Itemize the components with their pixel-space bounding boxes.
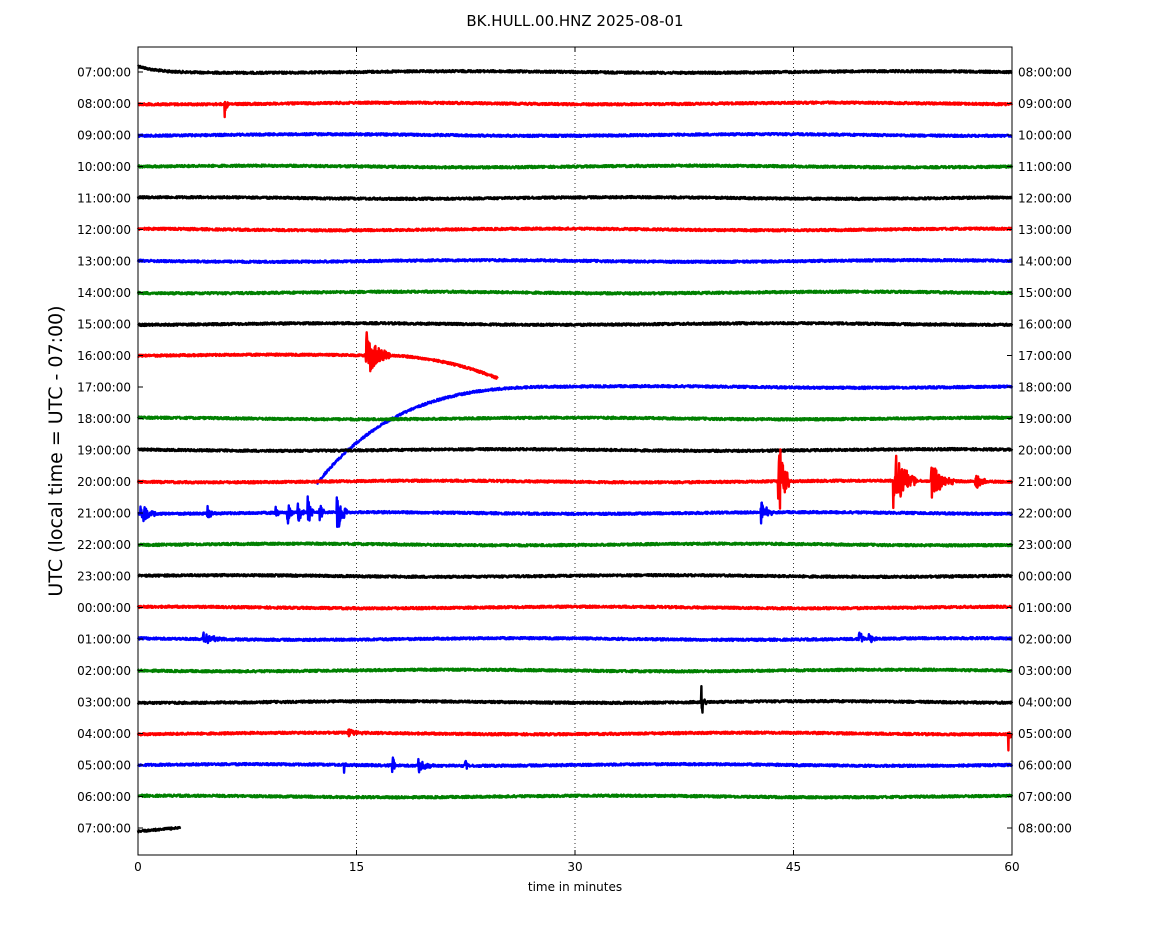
x-axis-label: time in minutes	[528, 880, 622, 894]
left-tick-label-3: 10:00:00	[77, 160, 131, 174]
right-tick-label-21: 05:00:00	[1018, 727, 1072, 741]
right-tick-label-24: 08:00:00	[1018, 822, 1072, 836]
trace-180000-11	[136, 415, 1014, 422]
right-tick-label-23: 07:00:00	[1018, 790, 1072, 804]
trace-090000-2	[137, 131, 1013, 139]
right-tick-label-16: 00:00:00	[1018, 570, 1072, 584]
y-axis-right: 08:00:00 09:00:00 10:00:00 11:00:00 12:00:00…	[1007, 66, 1072, 836]
right-tick-label-7: 15:00:00	[1018, 286, 1072, 300]
trace-080000-1	[137, 100, 1014, 119]
left-tick-label-10: 17:00:00	[77, 381, 131, 395]
trace-000000-17	[136, 604, 1013, 611]
left-tick-label-22: 05:00:00	[77, 759, 131, 773]
left-tick-label-12: 19:00:00	[77, 444, 131, 458]
right-tick-label-18: 02:00:00	[1018, 633, 1072, 647]
right-tick-label-1: 09:00:00	[1018, 97, 1072, 111]
chart-title: BK.HULL.00.HNZ 2025-08-01	[466, 12, 683, 30]
left-tick-label-8: 15:00:00	[77, 318, 131, 332]
left-tick-label-14: 21:00:00	[77, 507, 131, 521]
left-tick-label-16: 23:00:00	[77, 570, 131, 584]
trace-100000-3	[136, 163, 1014, 170]
left-tick-label-5: 12:00:00	[77, 223, 131, 237]
left-tick-label-19: 02:00:00	[77, 664, 131, 678]
left-tick-label-20: 03:00:00	[77, 696, 131, 710]
right-tick-label-3: 11:00:00	[1018, 160, 1072, 174]
left-tick-label-21: 04:00:00	[77, 727, 131, 741]
right-tick-label-13: 21:00:00	[1018, 475, 1072, 489]
left-tick-label-18: 01:00:00	[77, 633, 131, 647]
y-axis-left: 07:00:00 08:00:00 09:00:00 10:00:00 11:00:00…	[77, 66, 143, 836]
left-tick-label-15: 22:00:00	[77, 538, 131, 552]
trace-020000-19	[136, 667, 1013, 674]
right-tick-label-5: 13:00:00	[1018, 223, 1072, 237]
left-tick-label-17: 00:00:00	[77, 601, 131, 615]
trace-230000-16	[137, 572, 1014, 580]
right-tick-label-8: 16:00:00	[1018, 318, 1072, 332]
right-tick-label-0: 08:00:00	[1018, 66, 1072, 80]
left-tick-label-0: 07:00:00	[77, 66, 131, 80]
x-tick-label-60: 60	[1004, 860, 1019, 874]
trace-040000-21	[136, 728, 1014, 752]
left-tick-label-11: 18:00:00	[77, 412, 131, 426]
left-tick-label-13: 20:00:00	[77, 475, 131, 489]
seismic-traces	[136, 64, 1014, 834]
trace-120000-5	[136, 226, 1013, 233]
x-tick-label-30: 30	[567, 860, 582, 874]
left-tick-label-2: 09:00:00	[77, 129, 131, 143]
x-tick-label-0: 0	[134, 860, 142, 874]
right-tick-label-14: 22:00:00	[1018, 507, 1072, 521]
y-axis-label: UTC (local time = UTC - 07:00)	[45, 305, 67, 596]
trace-130000-6	[136, 257, 1013, 265]
trace-210000-14	[137, 495, 1014, 528]
x-axis: 0 15 30 45 60	[134, 47, 1020, 874]
left-tick-label-24: 07:00:00	[77, 822, 131, 836]
right-tick-label-10: 18:00:00	[1018, 381, 1072, 395]
trace-200000-13	[136, 448, 1014, 510]
trace-070000-24	[136, 825, 182, 834]
trace-070000-0	[137, 64, 1013, 76]
trace-140000-7	[136, 289, 1014, 296]
left-tick-label-9: 16:00:00	[77, 349, 131, 363]
right-tick-label-2: 10:00:00	[1018, 129, 1072, 143]
trace-170000-10	[316, 383, 1014, 485]
trace-010000-18	[136, 631, 1013, 645]
left-tick-label-4: 11:00:00	[77, 192, 131, 206]
trace-110000-4	[136, 194, 1013, 202]
left-tick-label-7: 14:00:00	[77, 286, 131, 300]
left-tick-label-23: 06:00:00	[77, 790, 131, 804]
x-tick-label-15: 15	[349, 860, 364, 874]
trace-050000-22	[136, 756, 1014, 774]
right-tick-label-4: 12:00:00	[1018, 192, 1072, 206]
x-tick-label-45: 45	[786, 860, 801, 874]
right-tick-label-6: 14:00:00	[1018, 255, 1072, 269]
right-tick-label-22: 06:00:00	[1018, 759, 1072, 773]
right-tick-label-19: 03:00:00	[1018, 664, 1072, 678]
right-tick-label-15: 23:00:00	[1018, 538, 1072, 552]
trace-190000-12	[136, 446, 1014, 454]
right-tick-label-17: 01:00:00	[1018, 601, 1072, 615]
trace-150000-8	[137, 320, 1014, 328]
right-tick-label-9: 17:00:00	[1018, 349, 1072, 363]
right-tick-label-12: 20:00:00	[1018, 444, 1072, 458]
right-tick-label-11: 19:00:00	[1018, 412, 1072, 426]
left-tick-label-6: 13:00:00	[77, 255, 131, 269]
trace-160000-9	[137, 331, 499, 380]
trace-030000-20	[136, 685, 1014, 714]
trace-220000-15	[137, 541, 1014, 548]
left-tick-label-1: 08:00:00	[77, 97, 131, 111]
right-tick-label-20: 04:00:00	[1018, 696, 1072, 710]
trace-060000-23	[137, 793, 1014, 800]
